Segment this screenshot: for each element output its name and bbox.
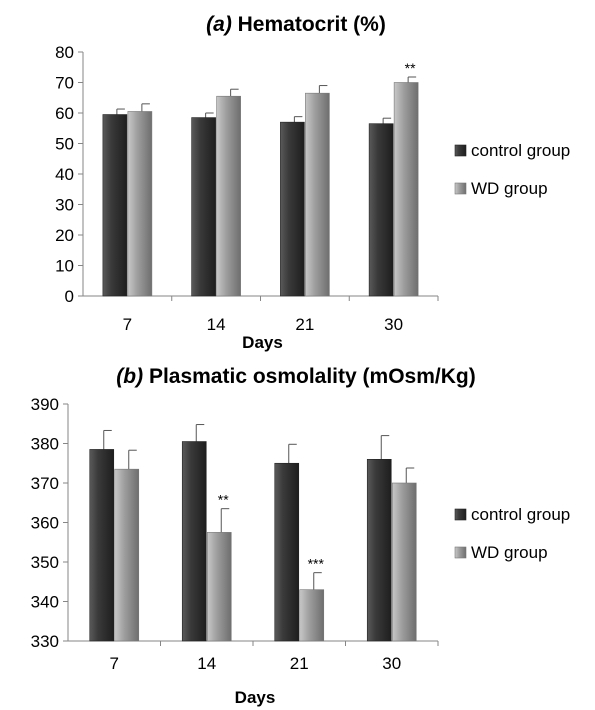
x-tick-label: 21 [290, 654, 309, 673]
chart-title-prefix: (b) [116, 365, 149, 388]
y-tick-label: 30 [55, 196, 74, 215]
chart-title-main: Hematocrit (%) [238, 13, 386, 36]
legend-label: control group [471, 505, 570, 524]
bar-control-day-30 [368, 123, 394, 297]
bar-wd-day-14 [206, 532, 232, 642]
bar-control-day-21 [274, 462, 300, 642]
legend-label: control group [471, 141, 570, 160]
chart-title-main: Plasmatic osmolality (mOsm/Kg) [149, 365, 476, 388]
y-tick-label: 350 [31, 553, 59, 572]
bar-wd-day-30 [391, 482, 417, 642]
y-tick-label: 60 [55, 104, 74, 123]
y-tick-label: 0 [65, 287, 74, 306]
x-tick-label: 30 [384, 315, 403, 334]
x-tick-label: 7 [123, 315, 132, 334]
y-tick-label: 40 [55, 165, 74, 184]
x-axis-label: Days [242, 333, 283, 352]
bar-wd-day-7 [114, 468, 140, 642]
y-tick-label: 370 [31, 474, 59, 493]
chart-title: (a) Hematocrit (%) [206, 13, 386, 36]
y-tick-label: 340 [31, 593, 59, 612]
y-tick-label: 20 [55, 226, 74, 245]
significance-marker: ** [405, 60, 416, 76]
chart-hematocrit: (a) Hematocrit (%) 0 10 20 30 40 50 60 70 80 7 14 21… [55, 13, 570, 352]
y-tick-label: 80 [55, 43, 74, 62]
bar-control-day-14 [191, 117, 216, 297]
bar-control-day-7 [102, 114, 128, 297]
y-tick-label: 390 [31, 395, 59, 414]
x-tick-label: 14 [197, 654, 216, 673]
x-tick-label: 7 [110, 654, 119, 673]
bar-control-day-7 [89, 449, 115, 642]
legend-swatch [454, 546, 467, 559]
bar-wd-day-21 [305, 92, 330, 297]
chart-osmolality: (b) Plasmatic osmolality (mOsm/Kg) 330 340… [31, 365, 571, 707]
bar-wd-day-14 [216, 95, 241, 297]
legend-swatch [454, 182, 467, 195]
legend: control group WD group [454, 141, 570, 198]
y-tick-label: 360 [31, 514, 59, 533]
legend-swatch [454, 508, 467, 521]
bar-wd-day-21 [299, 589, 325, 642]
legend-swatch [454, 144, 467, 157]
y-tick-label: 50 [55, 135, 74, 154]
chart-title-prefix: (a) [206, 13, 238, 36]
bar-wd-day-30 [393, 82, 419, 297]
x-axis-label: Days [235, 688, 276, 707]
bar-control-day-30 [366, 458, 392, 642]
x-tick-label: 14 [207, 315, 226, 334]
bar-control-day-21 [280, 121, 305, 297]
y-tick-label: 70 [55, 74, 74, 93]
legend-label: WD group [471, 543, 548, 562]
x-tick-label: 21 [295, 315, 314, 334]
significance-marker: ** [218, 492, 229, 508]
y-tick-label: 330 [31, 632, 59, 651]
bar-wd-day-7 [127, 111, 153, 297]
y-tick-label: 380 [31, 435, 59, 454]
chart-title: (b) Plasmatic osmolality (mOsm/Kg) [116, 365, 475, 388]
significance-marker: *** [308, 556, 325, 572]
bar-control-day-14 [181, 441, 207, 642]
y-tick-label: 10 [55, 257, 74, 276]
legend: control group WD group [454, 505, 570, 562]
x-tick-label: 30 [382, 654, 401, 673]
legend-label: WD group [471, 179, 548, 198]
